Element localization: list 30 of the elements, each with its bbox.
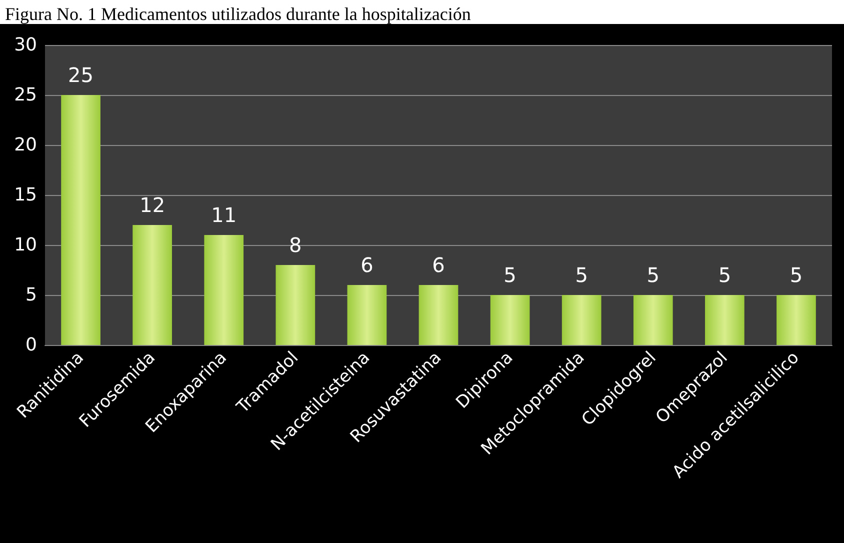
bar (132, 225, 172, 345)
data-label: 12 (140, 193, 166, 217)
data-label: 5 (575, 263, 588, 287)
data-label: 11 (211, 203, 237, 227)
y-tick-label: 30 (14, 34, 37, 56)
bar (347, 285, 387, 345)
data-label: 5 (790, 263, 803, 287)
bar (490, 295, 530, 345)
data-label: 5 (718, 263, 732, 287)
bar (633, 295, 673, 345)
y-tick-label: 25 (14, 84, 37, 106)
bar (776, 295, 816, 345)
bar (418, 285, 458, 345)
y-tick-label: 5 (26, 284, 37, 306)
bar (276, 265, 316, 345)
chart-title: Figura No. 1 Medicamentos utilizados durante la hospitalización (5, 4, 471, 24)
data-label: 5 (504, 263, 516, 287)
y-tick-label: 20 (14, 134, 37, 156)
bar (204, 235, 244, 345)
data-label: 8 (289, 233, 302, 257)
y-tick-label: 0 (26, 334, 37, 356)
data-label: 6 (432, 253, 445, 277)
data-label: 6 (360, 253, 374, 277)
y-tick-label: 10 (14, 234, 37, 256)
bar (61, 95, 100, 345)
bar (562, 295, 602, 345)
data-label: 25 (68, 63, 94, 87)
bar (705, 295, 744, 345)
data-label: 5 (646, 263, 660, 287)
y-tick-label: 15 (14, 184, 37, 206)
